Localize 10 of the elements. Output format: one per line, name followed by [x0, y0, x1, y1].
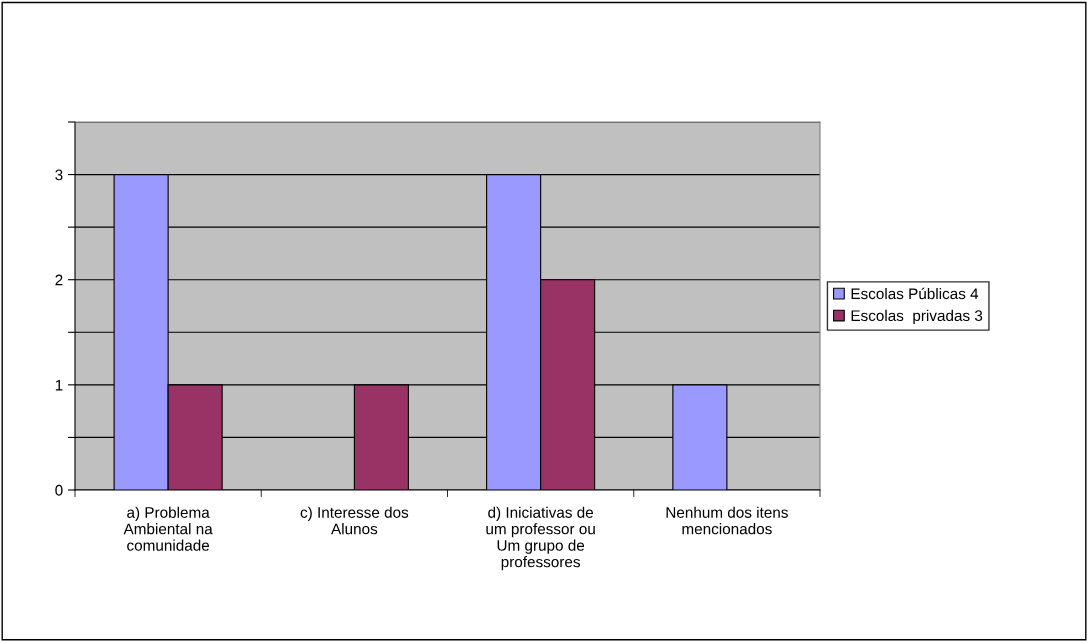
x-tick-label: d) Iniciativas de um professor ou Um grupo de professores	[486, 506, 595, 571]
x-tick-label: a) Problema Ambiental na comunidade	[123, 506, 213, 551]
y-tick-label: 0	[55, 484, 63, 496]
x-tick-label: Nenhum dos itens mencionados	[666, 506, 788, 535]
y-tick-label: 2	[55, 274, 63, 286]
y-tick-label: 1	[55, 379, 63, 391]
legend-label: Escolas privadas 3	[851, 309, 983, 325]
legend-label: Escolas Públicas 4	[851, 287, 979, 300]
y-tick-label: 3	[55, 169, 63, 181]
x-tick-label: c) Interesse dos Alunos	[300, 506, 409, 535]
